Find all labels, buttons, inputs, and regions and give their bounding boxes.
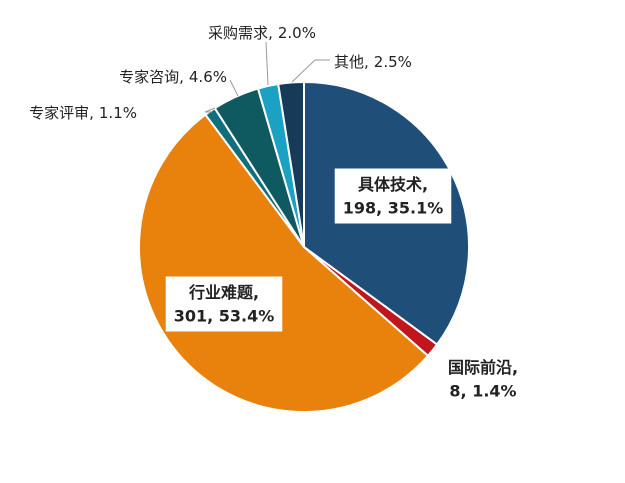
category-name: 专家咨询 [119, 68, 179, 86]
value-label: 2.0% [278, 24, 316, 42]
category-label: 专家评审, 1.1% [29, 104, 137, 122]
slice [277, 80, 305, 248]
category-name: 行业难题 [188, 283, 254, 302]
value-label: 4.6% [189, 68, 227, 86]
separator: , [89, 104, 94, 122]
leader-line [265, 41, 269, 86]
value-label: 301, 53.4% [174, 307, 275, 326]
pie [138, 80, 470, 413]
slice-label: 具体技术, 198, 35.1% [343, 175, 444, 218]
separator: , [179, 68, 184, 86]
separator: , [422, 175, 428, 194]
separator: , [512, 358, 518, 377]
separator: , [268, 24, 273, 42]
leader-line [204, 107, 216, 113]
category-label: 具体技术, [358, 175, 428, 194]
leader-line [291, 59, 330, 83]
slice [138, 113, 430, 413]
value-label: 8, 1.4% [449, 382, 516, 401]
value-label: 2.5% [374, 53, 412, 71]
slice-label: 行业难题, 301, 53.4% [174, 283, 275, 326]
leader-lines [204, 41, 330, 113]
value-label: 198, 35.1% [343, 199, 444, 218]
category-label: 专家咨询, 4.6% [119, 68, 227, 86]
category-label: 其他, 2.5% [334, 53, 412, 71]
slice-label: 采购需求, 2.0% [208, 24, 316, 42]
value-label: 1.1% [99, 104, 137, 122]
category-name: 国际前沿 [448, 358, 512, 377]
category-name: 采购需求 [208, 24, 268, 42]
label-box [165, 276, 283, 332]
category-label: 采购需求, 2.0% [208, 24, 316, 42]
category-label: 行业难题, [188, 283, 259, 302]
slice-label: 国际前沿, 8, 1.4% [448, 358, 518, 401]
category-name: 具体技术 [358, 175, 422, 194]
leader-line [229, 79, 239, 97]
labels: 具体技术, 198, 35.1% 国际前沿, 8, 1.4% 行业难题, 301, 53.… [29, 24, 518, 401]
slice-label: 专家咨询, 4.6% [119, 68, 227, 86]
separator: , [253, 283, 259, 302]
category-name: 专家评审 [29, 104, 89, 122]
category-name: 其他 [334, 53, 364, 71]
slice-label: 专家评审, 1.1% [29, 104, 137, 122]
slice-label: 其他, 2.5% [334, 53, 412, 71]
category-label: 国际前沿, [448, 358, 518, 377]
separator: , [364, 53, 369, 71]
label-box [334, 168, 452, 224]
